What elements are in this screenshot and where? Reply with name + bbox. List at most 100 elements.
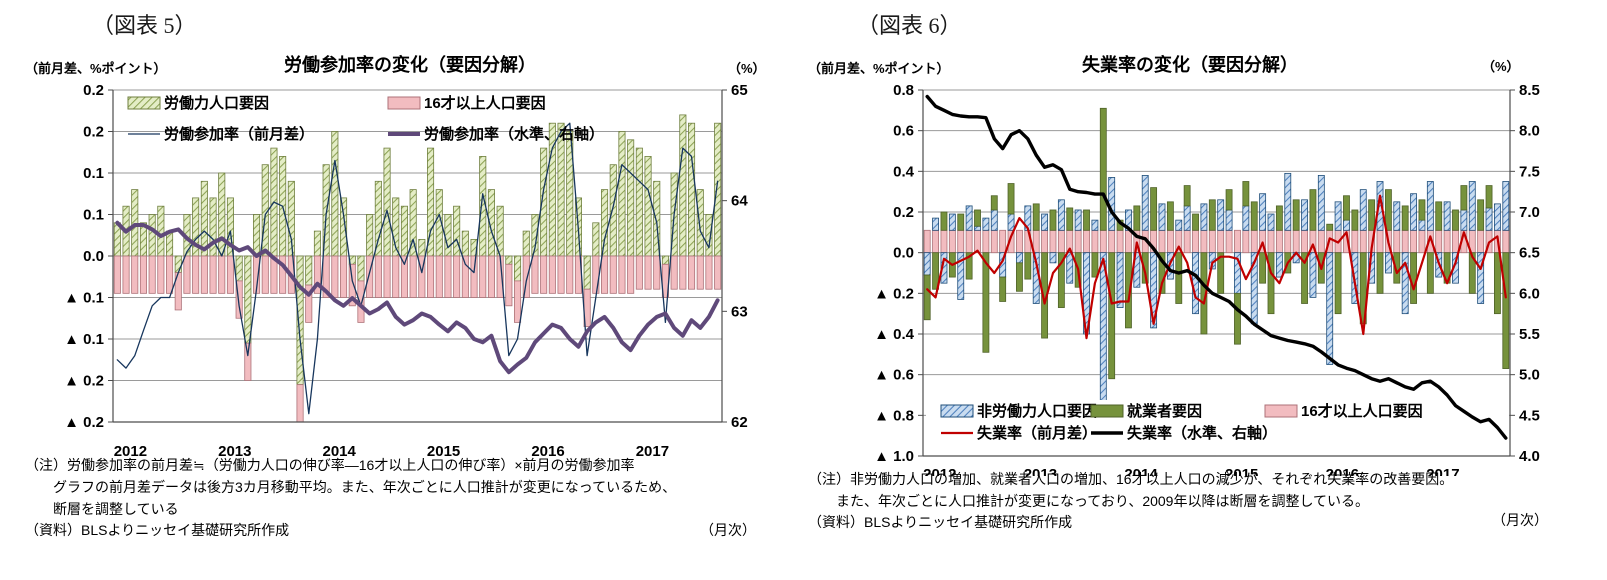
bar-segment xyxy=(1234,229,1241,254)
bar-segment xyxy=(1208,229,1216,254)
bar-segment xyxy=(1200,229,1208,254)
bar-segment xyxy=(1334,252,1342,315)
bar-segment xyxy=(957,252,965,300)
bar-segment xyxy=(131,255,139,294)
bar-segment xyxy=(131,189,139,257)
bar-segment xyxy=(696,255,704,290)
legend-swatch xyxy=(127,96,161,110)
bar-segment xyxy=(1426,181,1434,231)
bar-segment xyxy=(1091,219,1099,231)
bar-segment xyxy=(1452,209,1459,231)
bar-segment xyxy=(1007,183,1015,215)
bar-segment xyxy=(940,211,948,231)
bar-segment xyxy=(1016,262,1023,292)
bar-segment xyxy=(1435,229,1443,254)
bar-segment xyxy=(1376,229,1384,254)
bar-segment xyxy=(1468,252,1476,294)
bar-segment xyxy=(427,255,435,298)
bar-segment xyxy=(1183,185,1191,207)
fig5-frequency-label: （月次） xyxy=(700,522,756,538)
bar-segment xyxy=(932,252,939,290)
bar-segment xyxy=(1477,199,1485,231)
left-axis-tick-label: ▲ 0.2 xyxy=(64,373,104,390)
right-axis-tick-label: 7.0 xyxy=(1519,204,1540,221)
bar-segment xyxy=(1032,203,1040,231)
left-axis-tick-label: ▲ 0.2 xyxy=(64,414,104,431)
bar-segment xyxy=(999,276,1007,302)
bar-segment xyxy=(974,225,981,231)
bar-segment xyxy=(974,209,981,227)
bar-segment xyxy=(982,229,990,254)
bar-segment xyxy=(696,189,704,257)
bar-segment xyxy=(148,255,156,294)
left-axis-tick-label: 0.8 xyxy=(893,82,914,99)
bar-segment xyxy=(235,255,243,282)
bar-segment xyxy=(348,263,356,307)
bar-segment xyxy=(366,255,374,298)
bar-segment xyxy=(965,205,973,231)
right-axis-tick-label: 4.5 xyxy=(1519,407,1540,424)
right-axis-tick-label: 5.0 xyxy=(1519,367,1540,384)
bar-segment xyxy=(1359,229,1367,254)
bar-segment xyxy=(557,122,565,257)
left-axis-tick-label: ▲ 0.2 xyxy=(874,285,914,302)
x-axis-year-label: 2012 xyxy=(923,466,956,476)
fig6-title: 失業率の変化（要因分解） xyxy=(1082,55,1298,75)
bar-segment xyxy=(1016,252,1023,264)
left-axis-tick-label: 0.0 xyxy=(83,248,104,265)
bar-segment xyxy=(1032,229,1040,254)
bar-segment xyxy=(1267,252,1275,315)
bar-segment xyxy=(1242,181,1250,207)
bar-segment xyxy=(1057,199,1065,231)
right-axis-tick-label: 65 xyxy=(731,82,748,99)
bar-segment xyxy=(1284,172,1292,231)
fig6-heading: （図表 6） xyxy=(857,13,962,38)
bar-segment xyxy=(514,280,522,323)
bar-segment xyxy=(679,255,687,290)
bar-segment xyxy=(1234,292,1241,345)
bar-segment xyxy=(688,122,696,257)
bar-segment xyxy=(1502,229,1510,254)
bar-segment xyxy=(1301,199,1308,231)
bar-segment xyxy=(1326,252,1334,365)
bar-segment xyxy=(705,255,713,290)
bar-segment xyxy=(1410,252,1417,304)
bar-segment xyxy=(592,255,600,294)
bar-segment xyxy=(1259,193,1267,231)
fig5-chart: 0.2 0.2 0.1 0.1 0.0 ▲ 0.1 ▲ 0.1 ▲ 0.2 ▲ 0.2 65 64 6… xyxy=(64,82,748,458)
legend-label: 労働力人口要因 xyxy=(164,94,269,112)
bar-segment xyxy=(688,255,696,290)
bar-segment xyxy=(200,180,208,257)
bar-segment xyxy=(1091,252,1099,278)
bar-segment xyxy=(583,255,591,290)
bar-segment xyxy=(1502,252,1510,369)
bar-segment xyxy=(982,252,990,353)
fig5-heading: （図表 5） xyxy=(92,13,197,38)
bar-segment xyxy=(618,255,626,294)
bar-segment xyxy=(1267,213,1275,231)
bar-segment xyxy=(1376,181,1384,231)
bar-segment xyxy=(1309,252,1317,298)
bar-segment xyxy=(1284,229,1292,254)
bar-segment xyxy=(166,255,174,294)
bar-segment xyxy=(331,255,339,298)
bar-segment xyxy=(923,274,931,321)
bar-segment xyxy=(1376,252,1384,294)
bar-segment xyxy=(392,255,400,298)
bar-segment xyxy=(1292,199,1300,231)
bar-segment xyxy=(200,255,208,294)
bar-segment xyxy=(965,252,973,280)
bar-segment xyxy=(1418,219,1426,231)
x-axis-year-label: 2015 xyxy=(427,443,460,458)
bar-segment xyxy=(505,263,513,307)
bar-segment xyxy=(113,255,121,294)
bar-segment xyxy=(1007,213,1015,231)
bar-segment xyxy=(244,255,252,344)
fig5-left-axis-caption: （前月差、%ポイント） xyxy=(25,61,167,76)
bar-segment xyxy=(157,205,165,257)
bar-segment xyxy=(635,255,643,290)
bar-segment xyxy=(453,255,461,298)
right-axis-tick-label: 64 xyxy=(731,193,748,210)
bar-segment xyxy=(999,229,1007,254)
bar-segment xyxy=(514,255,522,282)
